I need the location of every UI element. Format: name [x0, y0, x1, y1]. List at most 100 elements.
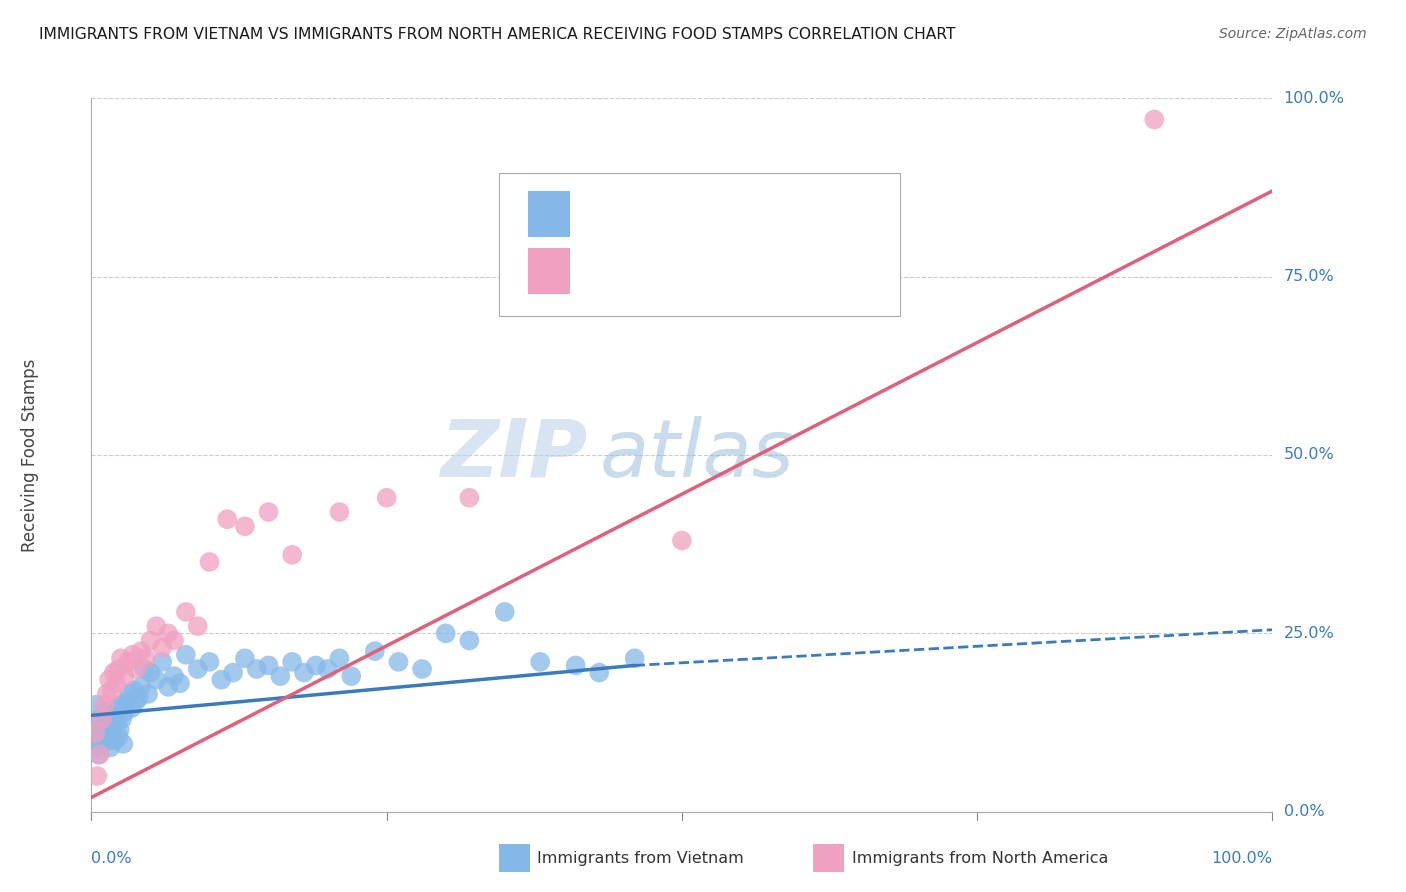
- Point: [118, 687, 141, 701]
- Text: 25.0%: 25.0%: [1284, 626, 1334, 640]
- Point: [157, 680, 180, 694]
- Point: [86, 733, 108, 747]
- Point: [458, 633, 481, 648]
- Point: [434, 626, 457, 640]
- Point: [96, 687, 118, 701]
- Point: [104, 733, 127, 747]
- Point: [157, 626, 180, 640]
- Point: [316, 662, 339, 676]
- Point: [84, 698, 107, 712]
- Point: [163, 633, 186, 648]
- Point: [98, 673, 121, 687]
- Bar: [529, 191, 569, 237]
- Point: [145, 619, 167, 633]
- Point: [246, 662, 269, 676]
- Point: [114, 669, 136, 683]
- Point: [588, 665, 610, 680]
- Point: [98, 712, 121, 726]
- Point: [100, 683, 122, 698]
- Point: [564, 658, 586, 673]
- Point: [110, 651, 132, 665]
- Point: [163, 669, 186, 683]
- Point: [122, 683, 145, 698]
- Point: [91, 737, 114, 751]
- Point: [97, 733, 120, 747]
- Text: Source: ZipAtlas.com: Source: ZipAtlas.com: [1219, 27, 1367, 41]
- Point: [84, 726, 107, 740]
- Point: [281, 548, 304, 562]
- Text: Receiving Food Stamps: Receiving Food Stamps: [21, 359, 39, 551]
- Point: [209, 673, 232, 687]
- Point: [139, 665, 162, 680]
- Text: 75.0%: 75.0%: [1284, 269, 1334, 284]
- Point: [98, 740, 121, 755]
- Point: [222, 665, 245, 680]
- Text: Immigrants from North America: Immigrants from North America: [852, 851, 1108, 865]
- Point: [105, 701, 128, 715]
- Point: [94, 705, 117, 719]
- Point: [340, 669, 363, 683]
- Point: [121, 648, 143, 662]
- Point: [375, 491, 398, 505]
- Point: [217, 512, 239, 526]
- Point: [91, 712, 114, 726]
- Point: [257, 505, 280, 519]
- Point: [150, 655, 173, 669]
- Point: [145, 673, 167, 687]
- Point: [87, 747, 110, 762]
- Text: 50.0%: 50.0%: [1284, 448, 1334, 462]
- Point: [529, 655, 551, 669]
- Point: [125, 662, 148, 676]
- Point: [105, 676, 128, 690]
- Point: [84, 740, 107, 755]
- Point: [257, 658, 280, 673]
- Point: [114, 705, 136, 719]
- Text: 0.0%: 0.0%: [91, 851, 132, 865]
- Point: [135, 651, 157, 665]
- Point: [269, 669, 291, 683]
- Point: [174, 605, 197, 619]
- Text: 100.0%: 100.0%: [1284, 91, 1344, 105]
- Point: [100, 719, 122, 733]
- Point: [110, 698, 132, 712]
- Point: [623, 651, 645, 665]
- Point: [91, 715, 114, 730]
- Point: [117, 655, 139, 669]
- Point: [305, 658, 328, 673]
- Point: [364, 644, 387, 658]
- Point: [89, 712, 111, 726]
- Point: [121, 701, 143, 715]
- Text: atlas: atlas: [599, 416, 794, 494]
- Point: [1143, 112, 1166, 127]
- Point: [96, 723, 118, 737]
- Point: [112, 737, 135, 751]
- Point: [671, 533, 693, 548]
- Point: [198, 555, 221, 569]
- Point: [115, 694, 138, 708]
- Point: [328, 505, 350, 519]
- Point: [233, 651, 256, 665]
- Point: [174, 648, 197, 662]
- Text: Immigrants from Vietnam: Immigrants from Vietnam: [537, 851, 744, 865]
- Point: [83, 719, 105, 733]
- Point: [150, 640, 173, 655]
- Point: [125, 694, 148, 708]
- Point: [107, 730, 129, 744]
- Point: [198, 655, 221, 669]
- Point: [387, 655, 409, 669]
- Point: [328, 651, 350, 665]
- Point: [107, 662, 129, 676]
- Point: [187, 662, 209, 676]
- Point: [93, 698, 115, 712]
- Point: [128, 690, 150, 705]
- Text: 100.0%: 100.0%: [1212, 851, 1272, 865]
- Point: [292, 665, 315, 680]
- Point: [134, 662, 156, 676]
- Point: [105, 715, 128, 730]
- Point: [129, 644, 152, 658]
- Point: [86, 769, 108, 783]
- Point: [233, 519, 256, 533]
- Point: [129, 680, 152, 694]
- Point: [103, 665, 125, 680]
- Text: R = 0.223   N = 67: R = 0.223 N = 67: [588, 204, 765, 223]
